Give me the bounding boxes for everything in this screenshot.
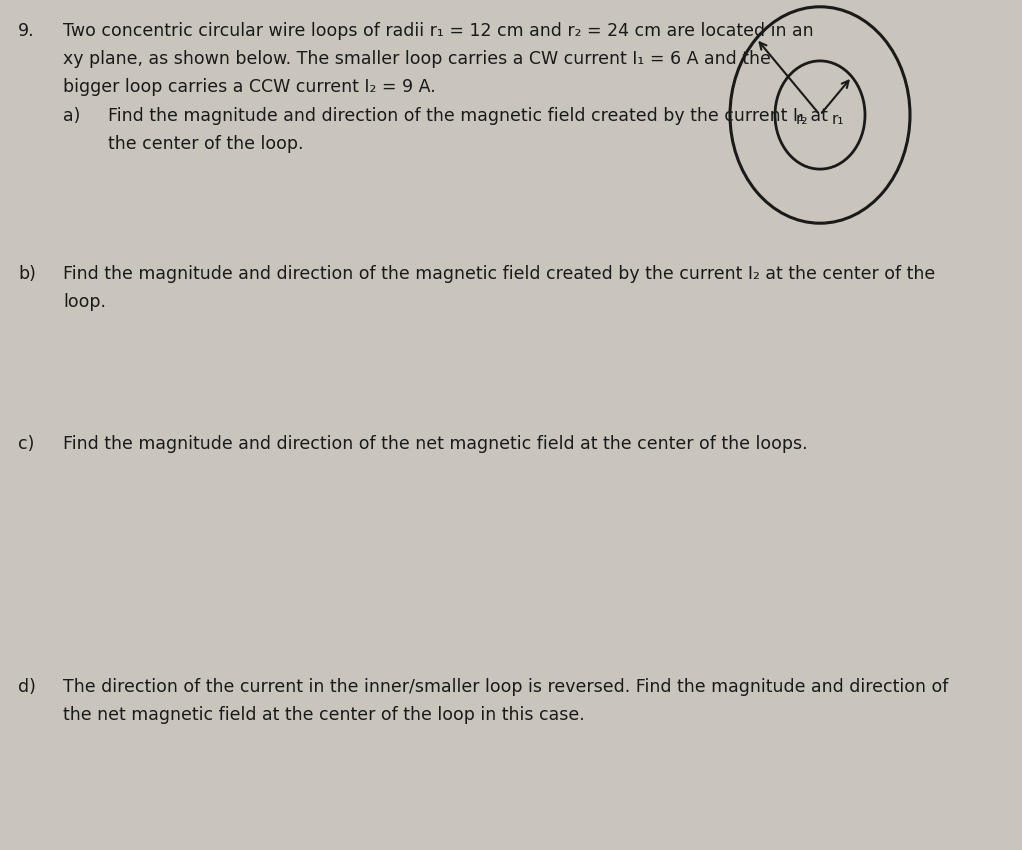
Text: Two concentric circular wire loops of radii r₁ = 12 cm and r₂ = 24 cm are locate: Two concentric circular wire loops of ra… (63, 22, 814, 40)
Text: Find the magnitude and direction of the magnetic field created by the current I₁: Find the magnitude and direction of the … (108, 107, 828, 125)
Text: d): d) (18, 678, 36, 696)
Text: loop.: loop. (63, 293, 106, 311)
Text: r₁: r₁ (832, 112, 844, 128)
Text: xy plane, as shown below. The smaller loop carries a CW current I₁ = 6 A and the: xy plane, as shown below. The smaller lo… (63, 50, 771, 68)
Text: Find the magnitude and direction of the magnetic field created by the current I₂: Find the magnitude and direction of the … (63, 265, 935, 283)
Text: b): b) (18, 265, 36, 283)
Text: c): c) (18, 435, 35, 453)
Text: bigger loop carries a CCW current I₂ = 9 A.: bigger loop carries a CCW current I₂ = 9… (63, 78, 435, 96)
Text: r₂: r₂ (796, 112, 808, 128)
Text: 9.: 9. (18, 22, 35, 40)
Text: Find the magnitude and direction of the net magnetic field at the center of the : Find the magnitude and direction of the … (63, 435, 807, 453)
Text: The direction of the current in the inner/smaller loop is reversed. Find the mag: The direction of the current in the inne… (63, 678, 948, 696)
Text: the net magnetic field at the center of the loop in this case.: the net magnetic field at the center of … (63, 706, 585, 724)
Text: the center of the loop.: the center of the loop. (108, 135, 304, 153)
Text: a): a) (63, 107, 81, 125)
